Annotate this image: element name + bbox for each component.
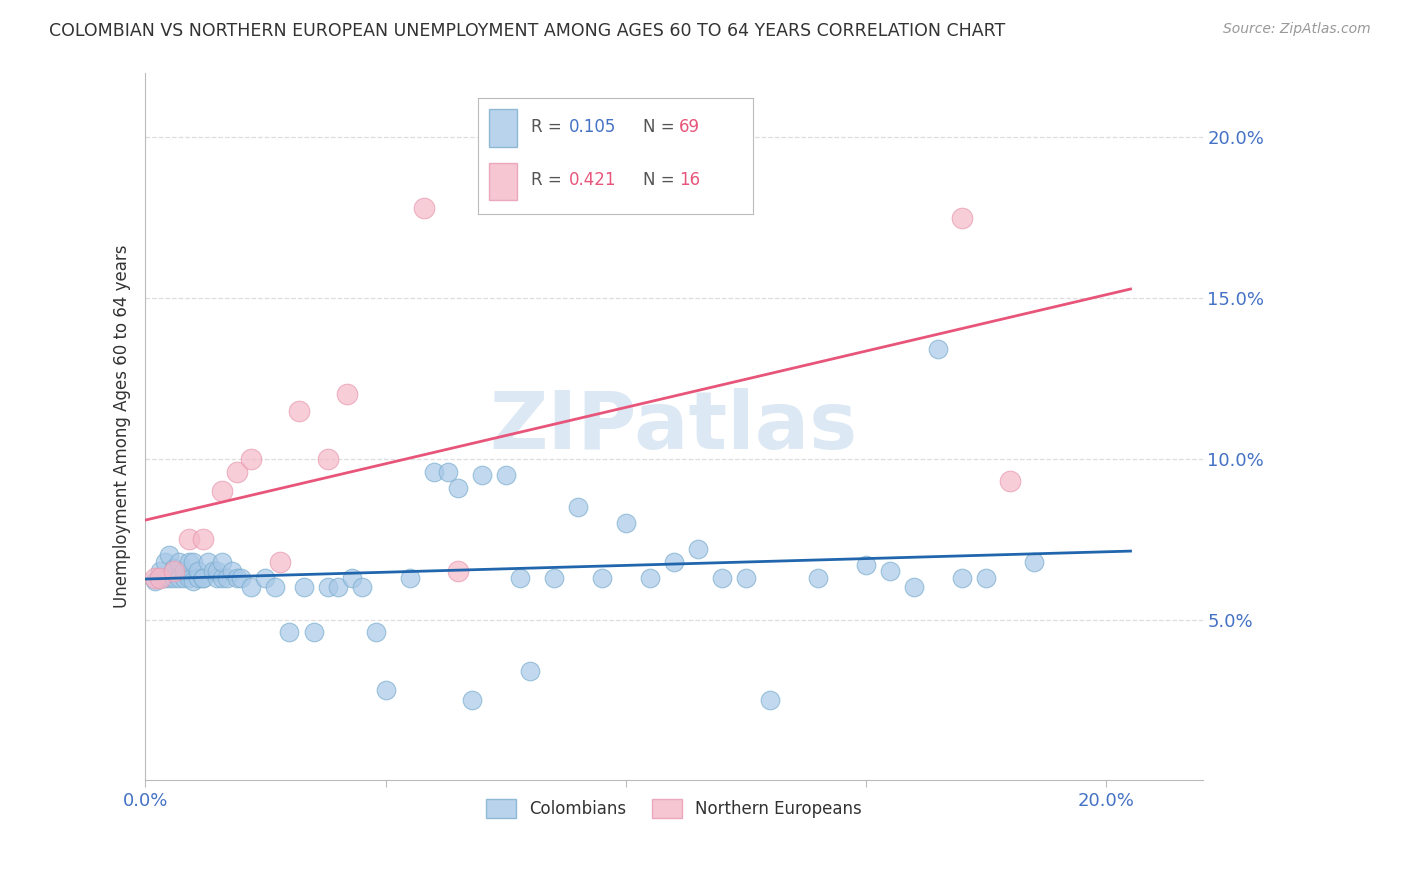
Point: [422, 465, 444, 479]
Point: [759, 693, 782, 707]
Point: [340, 571, 363, 585]
Point: [278, 625, 301, 640]
Point: [950, 571, 973, 585]
Point: [191, 532, 214, 546]
Point: [350, 581, 373, 595]
Point: [157, 548, 180, 562]
Point: [735, 571, 758, 585]
Point: [437, 465, 460, 479]
Point: [187, 564, 209, 578]
Point: [855, 558, 877, 572]
Point: [471, 467, 494, 482]
Point: [163, 561, 186, 575]
Point: [177, 532, 200, 546]
Point: [221, 564, 243, 578]
Point: [879, 564, 901, 578]
Point: [903, 581, 925, 595]
Point: [543, 571, 565, 585]
Point: [153, 571, 176, 585]
Point: [374, 683, 396, 698]
Point: [316, 451, 339, 466]
Point: [1000, 475, 1022, 489]
Point: [187, 571, 209, 585]
Point: [316, 581, 339, 595]
Point: [231, 571, 253, 585]
Point: [163, 564, 186, 578]
Point: [191, 571, 214, 585]
Text: Source: ZipAtlas.com: Source: ZipAtlas.com: [1223, 22, 1371, 37]
Point: [638, 571, 661, 585]
Point: [591, 571, 613, 585]
Legend: Colombians, Northern Europeans: Colombians, Northern Europeans: [479, 792, 869, 825]
Point: [807, 571, 830, 585]
Point: [447, 481, 470, 495]
Point: [183, 574, 205, 588]
Point: [167, 571, 190, 585]
Point: [662, 555, 685, 569]
Point: [364, 625, 387, 640]
Point: [153, 555, 176, 569]
Point: [336, 387, 359, 401]
Point: [167, 555, 190, 569]
Point: [143, 571, 166, 585]
Point: [149, 564, 172, 578]
Point: [461, 693, 484, 707]
Point: [519, 664, 541, 678]
Point: [288, 403, 311, 417]
Point: [509, 571, 531, 585]
Point: [302, 625, 325, 640]
Point: [254, 571, 277, 585]
Point: [191, 571, 214, 585]
Point: [149, 571, 172, 585]
Point: [326, 581, 349, 595]
Point: [225, 465, 247, 479]
Point: [177, 571, 200, 585]
Point: [269, 555, 291, 569]
Point: [292, 581, 315, 595]
Point: [495, 467, 517, 482]
Point: [686, 541, 709, 556]
Point: [215, 571, 238, 585]
Point: [207, 564, 229, 578]
Y-axis label: Unemployment Among Ages 60 to 64 years: Unemployment Among Ages 60 to 64 years: [114, 245, 131, 608]
Point: [225, 571, 247, 585]
Point: [264, 581, 287, 595]
Text: COLOMBIAN VS NORTHERN EUROPEAN UNEMPLOYMENT AMONG AGES 60 TO 64 YEARS CORRELATIO: COLOMBIAN VS NORTHERN EUROPEAN UNEMPLOYM…: [49, 22, 1005, 40]
Point: [143, 574, 166, 588]
Point: [567, 500, 589, 514]
Point: [211, 571, 233, 585]
Point: [197, 555, 219, 569]
Point: [240, 451, 263, 466]
Point: [614, 516, 637, 530]
Point: [950, 211, 973, 225]
Point: [163, 571, 186, 585]
Point: [207, 571, 229, 585]
Point: [398, 571, 420, 585]
Point: [240, 581, 263, 595]
Point: [413, 201, 436, 215]
Point: [976, 571, 998, 585]
Point: [211, 483, 233, 498]
Point: [183, 555, 205, 569]
Point: [173, 564, 195, 578]
Point: [177, 555, 200, 569]
Point: [211, 555, 233, 569]
Point: [157, 571, 180, 585]
Text: ZIPatlas: ZIPatlas: [489, 388, 858, 466]
Point: [927, 343, 949, 357]
Point: [1024, 555, 1046, 569]
Point: [447, 564, 470, 578]
Point: [711, 571, 734, 585]
Point: [173, 571, 195, 585]
Point: [201, 564, 224, 578]
